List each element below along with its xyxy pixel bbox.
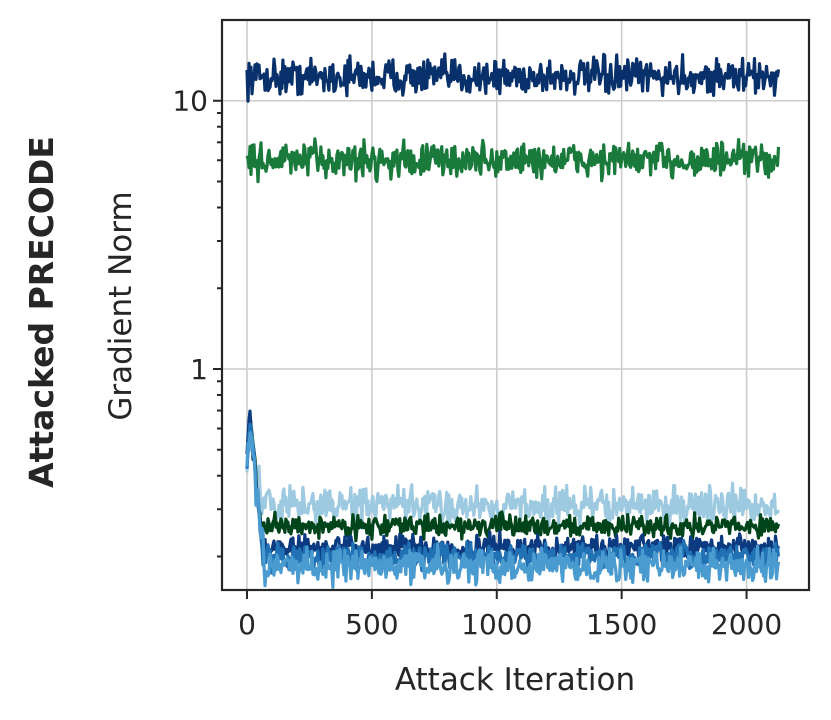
series-line-3 xyxy=(245,427,780,530)
x-axis-label: Attack Iteration xyxy=(395,662,635,698)
plot-frame xyxy=(220,18,811,592)
series-line-5 xyxy=(245,409,781,567)
x-tick-label: 1500 xyxy=(586,608,657,641)
x-tick-label: 500 xyxy=(345,608,398,641)
grid-lines xyxy=(222,20,809,590)
x-tick-label: 0 xyxy=(238,608,256,641)
x-tick-label: 2000 xyxy=(711,608,782,641)
y-axis-label: Gradient Norm xyxy=(103,191,139,420)
series-line-1 xyxy=(245,52,781,103)
axis-ticks: 0 500 1000 1500 2000 1 10 xyxy=(172,85,782,641)
series-line-2 xyxy=(245,137,781,184)
y-tick-label: 10 xyxy=(172,85,208,118)
series-line-7 xyxy=(245,431,781,589)
series-line-4 xyxy=(246,413,781,543)
row-title: Attacked PRECODE xyxy=(22,136,61,488)
x-tick-label: 1000 xyxy=(461,608,532,641)
y-tick-label: 1 xyxy=(190,353,208,386)
series-lines xyxy=(245,52,781,589)
